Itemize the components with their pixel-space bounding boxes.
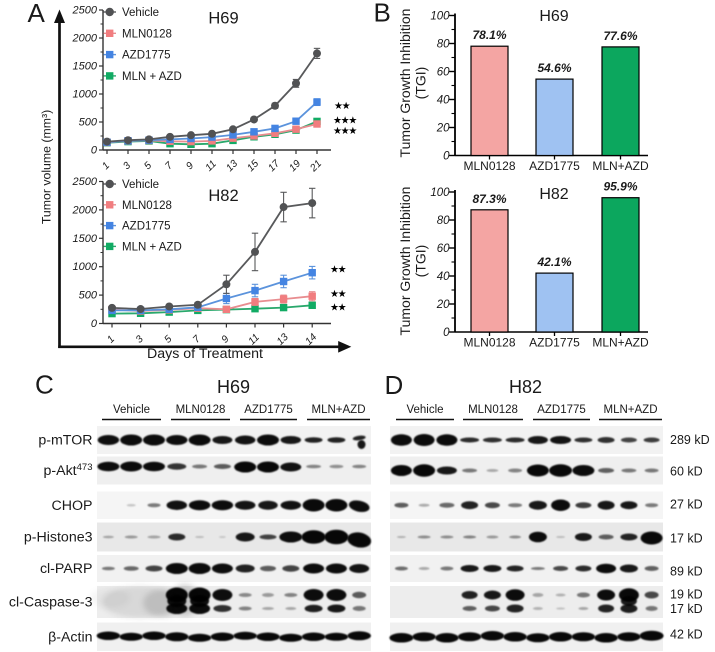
svg-text:1000: 1000	[73, 89, 98, 101]
svg-text:H82: H82	[539, 186, 568, 203]
svg-text:1: 1	[100, 160, 112, 172]
svg-text:95.9%: 95.9%	[603, 180, 637, 194]
svg-text:Tumor Growth Inhibition: Tumor Growth Inhibition	[397, 187, 413, 336]
svg-text:Vehicle: Vehicle	[406, 404, 443, 416]
svg-text:Tumor Growth Inhibition: Tumor Growth Inhibition	[397, 9, 413, 158]
svg-text:100: 100	[430, 187, 450, 199]
svg-text:Days of Treatment: Days of Treatment	[147, 346, 263, 362]
svg-text:17 kD: 17 kD	[670, 602, 703, 616]
svg-text:★★: ★★	[330, 303, 347, 314]
svg-text:0: 0	[91, 145, 98, 157]
svg-text:(TGI): (TGI)	[413, 245, 429, 278]
svg-text:60 kD: 60 kD	[670, 465, 703, 479]
svg-text:2500: 2500	[72, 5, 98, 17]
svg-text:H82: H82	[208, 187, 238, 205]
svg-text:D: D	[385, 370, 404, 400]
svg-text:1500: 1500	[73, 233, 98, 245]
svg-text:42.1%: 42.1%	[536, 255, 571, 269]
svg-text:60: 60	[437, 243, 450, 255]
svg-text:0: 0	[443, 151, 450, 163]
svg-text:MLN0128: MLN0128	[468, 404, 518, 416]
svg-text:80: 80	[437, 39, 450, 51]
svg-text:19 kD: 19 kD	[670, 588, 703, 602]
svg-text:20: 20	[436, 299, 450, 311]
svg-text:CHOP: CHOP	[52, 498, 93, 514]
svg-text:MLN+AZD: MLN+AZD	[592, 336, 649, 350]
svg-text:β-Actin: β-Actin	[48, 629, 92, 645]
svg-text:78.1%: 78.1%	[472, 28, 506, 42]
svg-text:MLN0128: MLN0128	[463, 336, 515, 350]
svg-text:100: 100	[430, 11, 450, 23]
svg-text:★★: ★★	[330, 289, 347, 300]
svg-text:1000: 1000	[73, 261, 98, 273]
svg-text:2000: 2000	[72, 204, 98, 216]
svg-text:MLN0128: MLN0128	[122, 28, 172, 40]
svg-text:87.3%: 87.3%	[472, 192, 506, 206]
svg-text:cl-PARP: cl-PARP	[40, 561, 93, 577]
svg-text:54.6%: 54.6%	[537, 61, 571, 75]
svg-text:77.6%: 77.6%	[603, 29, 637, 43]
svg-text:500: 500	[79, 290, 98, 302]
svg-text:★★: ★★	[330, 265, 347, 276]
svg-text:60: 60	[437, 67, 450, 79]
svg-text:80: 80	[437, 215, 450, 227]
svg-text:MLN0128: MLN0128	[122, 200, 172, 212]
svg-text:Vehicle: Vehicle	[122, 7, 159, 19]
svg-text:AZD1775: AZD1775	[122, 50, 171, 62]
svg-text:17 kD: 17 kD	[670, 532, 703, 546]
svg-text:40: 40	[437, 271, 450, 283]
svg-text:0: 0	[91, 318, 98, 330]
svg-text:★★: ★★	[334, 101, 351, 112]
svg-text:Tumor volume (mm³): Tumor volume (mm³)	[40, 110, 54, 224]
svg-text:0: 0	[443, 327, 450, 339]
svg-text:40: 40	[437, 95, 450, 107]
svg-text:500: 500	[79, 117, 98, 129]
svg-text:20: 20	[436, 123, 450, 135]
svg-text:MLN+AZD: MLN+AZD	[312, 404, 366, 416]
svg-text:42 kD: 42 kD	[670, 628, 703, 642]
svg-text:(TGI): (TGI)	[413, 67, 429, 100]
svg-text:289 kD: 289 kD	[670, 433, 710, 447]
svg-text:A: A	[28, 0, 46, 28]
svg-text:2500: 2500	[72, 176, 98, 188]
svg-text:Vehicle: Vehicle	[113, 404, 150, 416]
svg-text:★★★: ★★★	[333, 116, 357, 127]
svg-text:AZD1775: AZD1775	[122, 221, 171, 233]
svg-text:MLN0128: MLN0128	[176, 404, 226, 416]
svg-text:MLN + AZD: MLN + AZD	[122, 241, 182, 253]
svg-text:AZD1775: AZD1775	[244, 404, 293, 416]
svg-text:★★★: ★★★	[333, 126, 357, 137]
svg-text:p-mTOR: p-mTOR	[38, 433, 92, 449]
svg-text:1500: 1500	[73, 61, 98, 73]
svg-text:89 kD: 89 kD	[670, 565, 703, 579]
svg-text:H69: H69	[208, 10, 238, 28]
svg-text:H82: H82	[509, 377, 542, 397]
svg-text:MLN+AZD: MLN+AZD	[592, 159, 649, 173]
svg-text:p-Histone3: p-Histone3	[24, 530, 93, 546]
svg-text:Vehicle: Vehicle	[122, 179, 159, 191]
svg-text:AZD1775: AZD1775	[537, 404, 586, 416]
svg-text:27 kD: 27 kD	[670, 498, 703, 512]
svg-text:B: B	[374, 0, 391, 28]
svg-text:MLN + AZD: MLN + AZD	[122, 71, 182, 83]
svg-text:2000: 2000	[72, 33, 98, 45]
svg-text:AZD1775: AZD1775	[529, 159, 580, 173]
svg-text:H69: H69	[217, 377, 250, 397]
svg-text:cl-Caspase-3: cl-Caspase-3	[9, 595, 93, 611]
svg-text:MLN+AZD: MLN+AZD	[604, 404, 658, 416]
svg-text:MLN0128: MLN0128	[463, 159, 515, 173]
svg-text:C: C	[35, 370, 54, 400]
svg-text:H69: H69	[539, 8, 568, 25]
svg-text:AZD1775: AZD1775	[529, 336, 580, 350]
svg-text:1: 1	[105, 334, 117, 346]
